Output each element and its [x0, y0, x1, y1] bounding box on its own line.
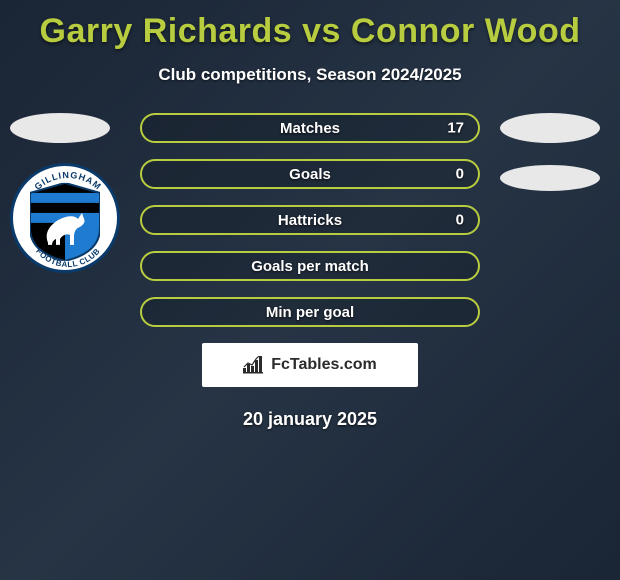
club-badge-gillingham: GILLINGHAM FOOTBALL CLUB [10, 163, 120, 273]
date-label: 20 january 2025 [0, 409, 620, 430]
brand-box: FcTables.com [202, 343, 418, 387]
stat-value-right: 17 [447, 120, 464, 137]
right-player-column [500, 113, 600, 191]
main-content: GILLINGHAM FOOTBALL CLUB Matches 17 Goal… [0, 113, 620, 430]
stat-row-goals: Goals 0 [140, 159, 480, 189]
stat-value-right: 0 [456, 212, 464, 229]
placeholder-ellipse-icon [10, 113, 110, 143]
bar-chart-icon [243, 356, 265, 374]
subtitle: Club competitions, Season 2024/2025 [0, 65, 620, 85]
stat-label: Matches [280, 120, 340, 137]
stat-label: Goals [289, 166, 331, 183]
svg-text:GILLINGHAM: GILLINGHAM [33, 170, 104, 192]
badge-ring-text-icon: GILLINGHAM FOOTBALL CLUB [13, 166, 120, 273]
stat-row-hattricks: Hattricks 0 [140, 205, 480, 235]
stat-row-min-per-goal: Min per goal [140, 297, 480, 327]
stat-label: Min per goal [266, 304, 354, 321]
brand-label: FcTables.com [271, 356, 377, 374]
svg-text:FOOTBALL CLUB: FOOTBALL CLUB [34, 247, 102, 270]
left-player-column: GILLINGHAM FOOTBALL CLUB [10, 113, 120, 273]
badge-circle-icon: GILLINGHAM FOOTBALL CLUB [10, 163, 120, 273]
page-title: Garry Richards vs Connor Wood [0, 0, 620, 51]
stat-row-matches: Matches 17 [140, 113, 480, 143]
stats-table: Matches 17 Goals 0 Hattricks 0 Goals per… [140, 113, 480, 327]
stat-label: Goals per match [251, 258, 369, 275]
stat-row-goals-per-match: Goals per match [140, 251, 480, 281]
placeholder-ellipse-icon [500, 113, 600, 143]
stat-label: Hattricks [278, 212, 342, 229]
placeholder-ellipse-icon [500, 165, 600, 191]
stat-value-right: 0 [456, 166, 464, 183]
